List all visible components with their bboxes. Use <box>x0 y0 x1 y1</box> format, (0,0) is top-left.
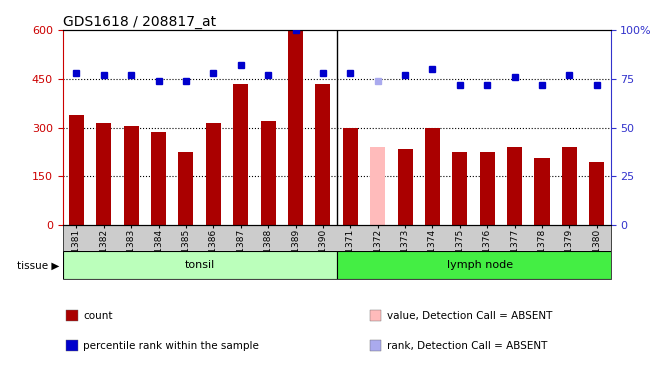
Text: GDS1618 / 208817_at: GDS1618 / 208817_at <box>63 15 216 29</box>
Bar <box>288 30 303 225</box>
Bar <box>151 132 166 225</box>
Bar <box>425 128 440 225</box>
Bar <box>397 148 412 225</box>
Text: value, Detection Call = ABSENT: value, Detection Call = ABSENT <box>387 311 552 321</box>
Bar <box>337 251 624 279</box>
Bar <box>343 128 358 225</box>
Bar <box>206 123 221 225</box>
Bar <box>480 152 495 225</box>
Bar <box>589 162 605 225</box>
Bar <box>233 84 248 225</box>
Text: rank, Detection Call = ABSENT: rank, Detection Call = ABSENT <box>387 341 547 351</box>
Bar <box>370 147 385 225</box>
Text: lymph node: lymph node <box>447 260 513 270</box>
Text: percentile rank within the sample: percentile rank within the sample <box>83 341 259 351</box>
Bar <box>315 84 331 225</box>
Text: tonsil: tonsil <box>185 260 214 270</box>
Bar <box>261 121 276 225</box>
Bar <box>562 147 577 225</box>
Bar <box>69 114 84 225</box>
Bar <box>123 126 139 225</box>
Text: count: count <box>83 311 113 321</box>
Bar <box>96 123 112 225</box>
Bar <box>452 152 467 225</box>
Bar <box>535 158 550 225</box>
Bar <box>178 152 193 225</box>
Text: tissue ▶: tissue ▶ <box>17 260 59 270</box>
Bar <box>63 251 337 279</box>
Bar <box>507 147 522 225</box>
